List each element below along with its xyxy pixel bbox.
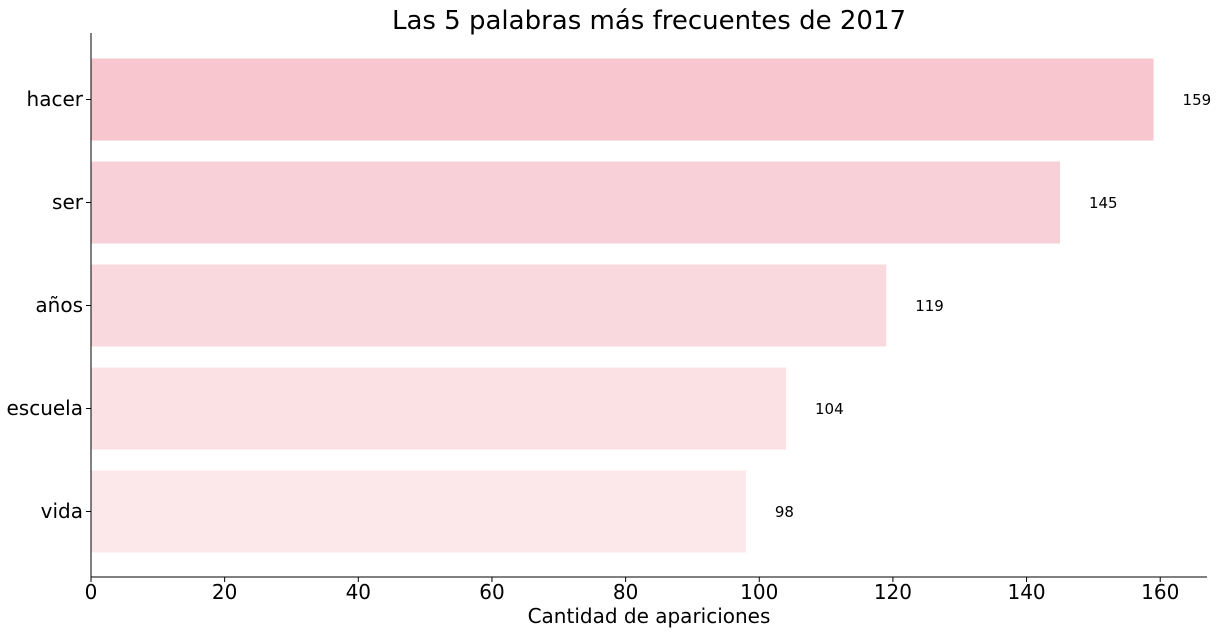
x-tick-label: 140: [1007, 580, 1045, 604]
y-tick-label: hacer: [27, 87, 84, 111]
y-tick-label: años: [35, 293, 83, 317]
x-tick-label: 0: [85, 580, 98, 604]
x-axis: 0 20 40 60 80 100 120 140 160: [85, 576, 1207, 604]
bars-layer: [91, 58, 1154, 553]
x-tick-label: 20: [212, 580, 237, 604]
bar-value-label: 98: [775, 503, 794, 521]
y-tick-label: escuela: [6, 396, 83, 420]
bar-2: [91, 161, 1060, 244]
x-tick-label: 100: [740, 580, 778, 604]
y-tick-label: ser: [52, 190, 84, 214]
x-tick-label: 160: [1141, 580, 1179, 604]
bar-1: [91, 58, 1154, 141]
x-axis-label: Cantidad de apariciones: [528, 604, 771, 628]
x-tick-label: 120: [874, 580, 912, 604]
x-tick-label: 40: [346, 580, 371, 604]
bar-3: [91, 264, 887, 347]
bar-4: [91, 367, 786, 450]
bar-value-label: 104: [815, 400, 844, 418]
chart-title: Las 5 palabras más frecuentes de 2017: [392, 6, 906, 36]
y-tick-label: vida: [41, 499, 83, 523]
bar-value-label: 159: [1183, 91, 1212, 109]
x-tick-label: 60: [479, 580, 504, 604]
bar-5: [91, 470, 746, 553]
value-labels-layer: 159 145 119 104 98: [775, 91, 1211, 521]
bar-value-label: 119: [915, 297, 944, 315]
y-axis: hacer ser años escuela vida: [6, 33, 92, 577]
x-tick-label: 80: [613, 580, 638, 604]
bar-value-label: 145: [1089, 194, 1118, 212]
